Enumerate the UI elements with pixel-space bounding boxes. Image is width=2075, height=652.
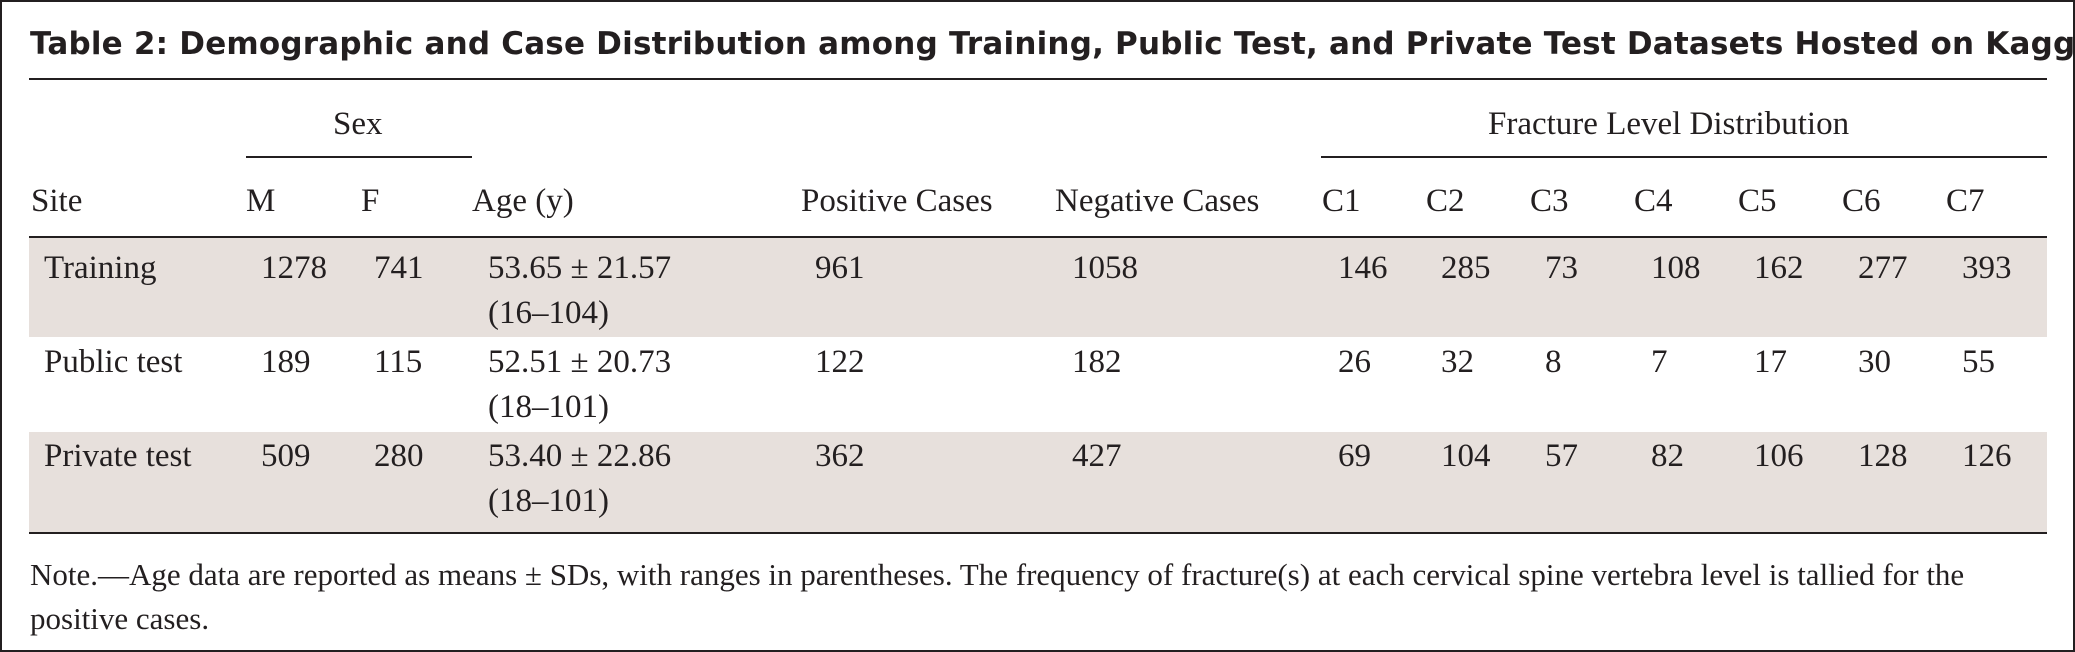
cell-m: 1278 — [261, 250, 327, 286]
cell-age-range: (18–101) — [488, 483, 609, 519]
row-shade-private-test — [29, 432, 2047, 532]
col-header-c4: C4 — [1634, 183, 1673, 219]
bottom-rule — [29, 532, 2047, 534]
col-header-c6: C6 — [1842, 183, 1881, 219]
cell-c3: 73 — [1545, 250, 1578, 286]
cell-positive: 362 — [815, 438, 865, 474]
cell-site: Training — [44, 250, 157, 286]
col-header-site: Site — [31, 183, 83, 219]
cell-negative: 182 — [1072, 344, 1122, 380]
top-rule — [29, 78, 2047, 80]
cell-m: 509 — [261, 438, 311, 474]
cell-age-mean: 52.51 ± 20.73 — [488, 344, 672, 380]
cell-c7: 126 — [1962, 438, 2012, 474]
cell-f: 741 — [374, 250, 424, 286]
cell-c3: 8 — [1545, 344, 1562, 380]
table-title: Table 2: Demographic and Case Distributi… — [30, 26, 2075, 62]
cell-negative: 1058 — [1072, 250, 1138, 286]
cell-m: 189 — [261, 344, 311, 380]
table-note: Note.—Age data are reported as means ± S… — [30, 557, 1965, 636]
cell-c5: 162 — [1754, 250, 1804, 286]
cell-c1: 146 — [1338, 250, 1388, 286]
col-header-negative: Negative Cases — [1055, 183, 1260, 219]
cell-positive: 961 — [815, 250, 865, 286]
cell-f: 280 — [374, 438, 424, 474]
cell-age-mean: 53.40 ± 22.86 — [488, 438, 672, 474]
cell-site: Public test — [44, 344, 183, 380]
col-header-c1: C1 — [1322, 183, 1361, 219]
col-header-c7: C7 — [1946, 183, 1985, 219]
cell-c4: 7 — [1651, 344, 1668, 380]
header-rule — [29, 236, 2047, 238]
cell-c5: 17 — [1754, 344, 1787, 380]
group-header-fracture: Fracture Level Distribution — [1488, 106, 1850, 142]
cell-c3: 57 — [1545, 438, 1578, 474]
cell-negative: 427 — [1072, 438, 1122, 474]
cell-c4: 82 — [1651, 438, 1684, 474]
col-header-age: Age (y) — [472, 183, 574, 219]
col-header-c3: C3 — [1530, 183, 1569, 219]
cell-c7: 55 — [1962, 344, 1995, 380]
cell-c6: 128 — [1858, 438, 1908, 474]
col-header-c5: C5 — [1738, 183, 1777, 219]
cell-age-mean: 53.65 ± 21.57 — [488, 250, 672, 286]
col-header-m: M — [246, 183, 276, 219]
col-header-c2: C2 — [1426, 183, 1465, 219]
cell-site: Private test — [44, 438, 192, 474]
col-header-f: F — [361, 183, 380, 219]
cell-c2: 104 — [1441, 438, 1491, 474]
cell-c1: 69 — [1338, 438, 1371, 474]
fracture-group-rule — [1321, 156, 2047, 158]
cell-c1: 26 — [1338, 344, 1371, 380]
sex-group-rule — [246, 156, 472, 158]
row-shade-training — [29, 238, 2047, 337]
cell-c6: 277 — [1858, 250, 1908, 286]
cell-age-range: (18–101) — [488, 389, 609, 425]
cell-c2: 32 — [1441, 344, 1474, 380]
cell-c6: 30 — [1858, 344, 1891, 380]
cell-c4: 108 — [1651, 250, 1701, 286]
cell-positive: 122 — [815, 344, 865, 380]
cell-c7: 393 — [1962, 250, 2012, 286]
cell-c2: 285 — [1441, 250, 1491, 286]
cell-age-range: (16–104) — [488, 295, 609, 331]
group-header-sex: Sex — [333, 106, 383, 142]
cell-c5: 106 — [1754, 438, 1804, 474]
cell-f: 115 — [374, 344, 423, 380]
col-header-positive: Positive Cases — [801, 183, 993, 219]
